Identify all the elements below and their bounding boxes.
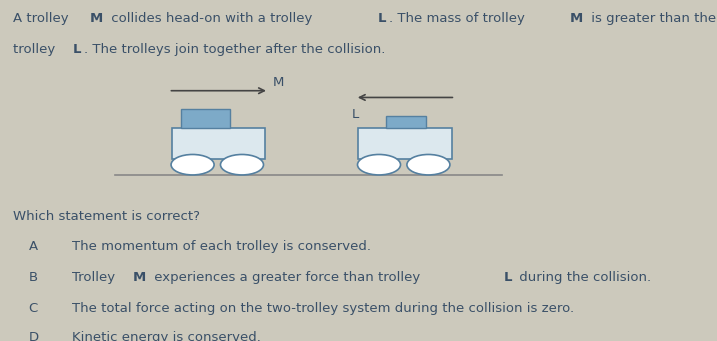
Circle shape [221, 154, 264, 175]
Text: is greater than the mass of: is greater than the mass of [587, 12, 717, 25]
FancyBboxPatch shape [181, 109, 230, 128]
Text: M: M [133, 271, 146, 284]
Text: . The mass of trolley: . The mass of trolley [389, 12, 529, 25]
Text: The momentum of each trolley is conserved.: The momentum of each trolley is conserve… [72, 240, 371, 253]
Text: collides head-on with a trolley: collides head-on with a trolley [108, 12, 317, 25]
FancyBboxPatch shape [358, 128, 452, 159]
Text: trolley: trolley [13, 43, 60, 56]
Text: The total force acting on the two-trolley system during the collision is zero.: The total force acting on the two-trolle… [72, 302, 574, 315]
Text: Which statement is correct?: Which statement is correct? [13, 210, 200, 223]
Text: Kinetic energy is conserved.: Kinetic energy is conserved. [72, 331, 260, 341]
Text: A: A [29, 240, 38, 253]
Text: D: D [29, 331, 39, 341]
Text: . The trolleys join together after the collision.: . The trolleys join together after the c… [84, 43, 385, 56]
Circle shape [407, 154, 450, 175]
Text: L: L [378, 12, 386, 25]
Circle shape [358, 154, 401, 175]
FancyBboxPatch shape [172, 128, 265, 159]
Text: Trolley: Trolley [72, 271, 119, 284]
Text: M: M [569, 12, 583, 25]
Text: L: L [504, 271, 513, 284]
Text: experiences a greater force than trolley: experiences a greater force than trolley [150, 271, 424, 284]
Text: L: L [73, 43, 82, 56]
Text: M: M [272, 76, 284, 89]
Text: A trolley: A trolley [13, 12, 73, 25]
Text: M: M [90, 12, 103, 25]
Circle shape [171, 154, 214, 175]
Text: during the collision.: during the collision. [515, 271, 651, 284]
Text: L: L [351, 108, 358, 121]
Text: C: C [29, 302, 38, 315]
FancyBboxPatch shape [386, 116, 426, 128]
Text: B: B [29, 271, 38, 284]
